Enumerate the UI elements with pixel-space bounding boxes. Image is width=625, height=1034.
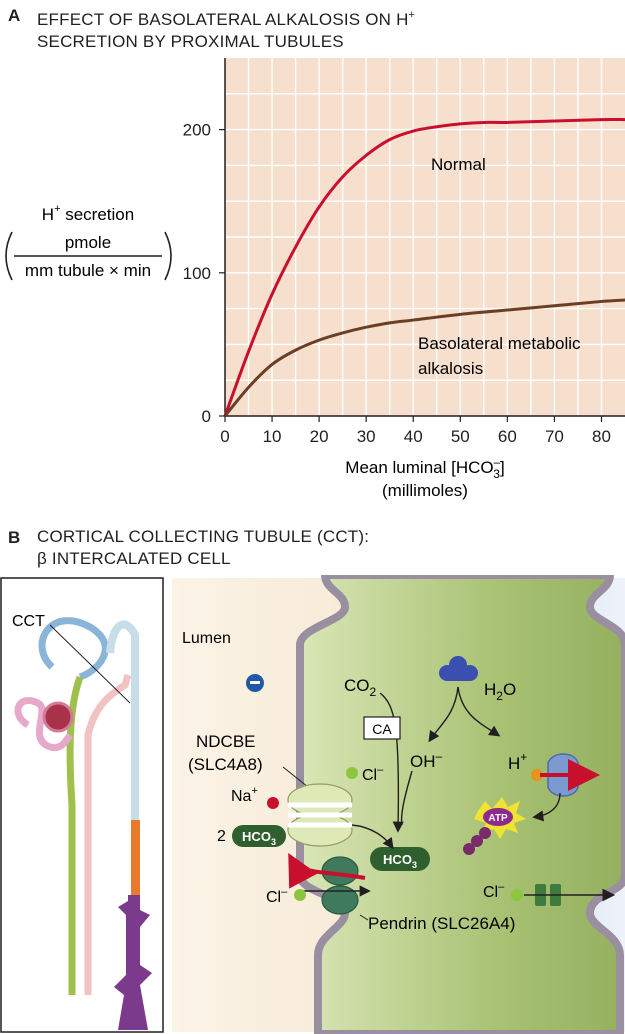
intercalated-cell-diagram: CCT Lumen CO2 H2O CA OH– H+ ATP NDCBE (S… [0,575,625,1034]
panel-b-title-line2: β INTERCALATED CELL [37,549,231,568]
ndcbe-leader-line [282,766,309,788]
atp-label: ATP [488,813,508,824]
oh-minus-label: OH– [410,749,443,771]
cl-label-ndcbe: Cl– [362,764,384,784]
y-axis-label-right-paren [164,231,172,281]
series-label-normal: Normal [431,155,486,174]
pendrin-transporter [321,856,359,915]
x-tick-label: 70 [545,427,564,446]
negative-charge-bar [250,681,260,684]
water-cloud-icon [439,656,478,681]
x-tick-label: 40 [404,427,423,446]
panel-a-letter: A [8,6,21,25]
hco3-label-lumen: HCO3 [242,829,276,847]
atp-hydrolysis-arrow [532,792,561,822]
phosphate-chain-icon [463,827,491,855]
ndcbe-label-line1: NDCBE [196,732,256,751]
lumen-label: Lumen [182,630,231,647]
ndcbe-label-line2: (SLC4A8) [188,755,263,774]
na-ion [267,797,279,809]
cell-body [296,575,625,1034]
x-axis-label: Mean luminal [HCO– 3] [345,455,504,481]
hco3-pill-lumen [232,825,286,847]
cl-ion-pendrin [294,889,306,901]
series-line-normal [223,117,625,417]
x-tick-label: 10 [263,427,282,446]
y-axis-label-left-paren [5,231,13,281]
h-secretion-chart: 0 10 20 30 40 50 60 70 80 0 100 200 H+ secretion pm… [5,58,625,500]
x-tick-label: 0 [220,427,229,446]
ndcbe-transporter [287,783,353,847]
pendrin-label: Pendrin (SLC26A4) [368,914,515,933]
co2-label: CO2 [344,676,377,699]
carbonic-anhydrase-box [363,716,401,740]
series-label-alkalosis-line1: Basolateral metabolic [418,334,581,353]
nephron-illustration [14,617,152,1030]
h2o-label: H2O [484,680,516,703]
two-hco3-count: 2 [217,828,226,845]
x-tick-label: 20 [310,427,329,446]
pendrin-hco3-efflux-arrow [288,852,366,889]
hco3-pill-cell [370,847,430,871]
y-tick-label: 100 [183,264,211,283]
panel-a-title-line1: EFFECT OF BASOLATERAL ALKALOSIS ON H [37,10,409,29]
y-tick-label: 0 [202,407,211,426]
series-line-alkalosis [223,298,625,417]
panel-a-title: EFFECT OF BASOLATERAL ALKALOSIS ON H+ SE… [37,4,415,53]
panel-b-letter: B [8,528,21,547]
ndcbe-to-hco3-arrow [351,824,394,850]
pendrin-leader-line [359,914,369,921]
x-axis-units: (millimoles) [382,481,468,500]
h-plus-label: H+ [508,750,527,773]
water-split-arrow-right [457,686,501,737]
y-tick-label: 200 [183,121,211,140]
oh-to-hco3-arrow [400,770,413,826]
y-axis-label-numerator: pmole [65,233,111,252]
y-axis-label: H+ secretion [42,203,134,224]
ca-label: CA [372,721,392,737]
panel-a-title-line2: SECRETION BY PROXIMAL TUBULES [37,32,344,51]
series-label-alkalosis-line2: alkalosis [418,359,483,378]
cct-label: CCT [12,613,45,630]
cl-label-basolateral: Cl– [483,881,505,901]
cl-label-pendrin: Cl– [266,886,288,906]
na-plus-label: Na+ [231,785,258,805]
x-tick-label: 80 [592,427,611,446]
x-tick-label: 60 [498,427,517,446]
cct-leader-line [49,624,131,704]
x-tick-label: 50 [451,427,470,446]
h-plus-ion [531,769,543,781]
panel-b-title: CORTICAL COLLECTING TUBULE (CCT): β INTE… [37,526,369,570]
cl-ion-basolateral [511,889,523,901]
water-split-arrow-left [428,686,459,743]
hco3-label-cell: HCO3 [383,852,417,870]
x-tick-label: 30 [357,427,376,446]
y-axis-label-denominator: mm tubule × min [25,261,151,280]
panel-a-title-sup: + [408,9,416,21]
cl-ion-ndcbe [346,767,358,779]
panel-b-title-line1: CORTICAL COLLECTING TUBULE (CCT): [37,527,370,546]
